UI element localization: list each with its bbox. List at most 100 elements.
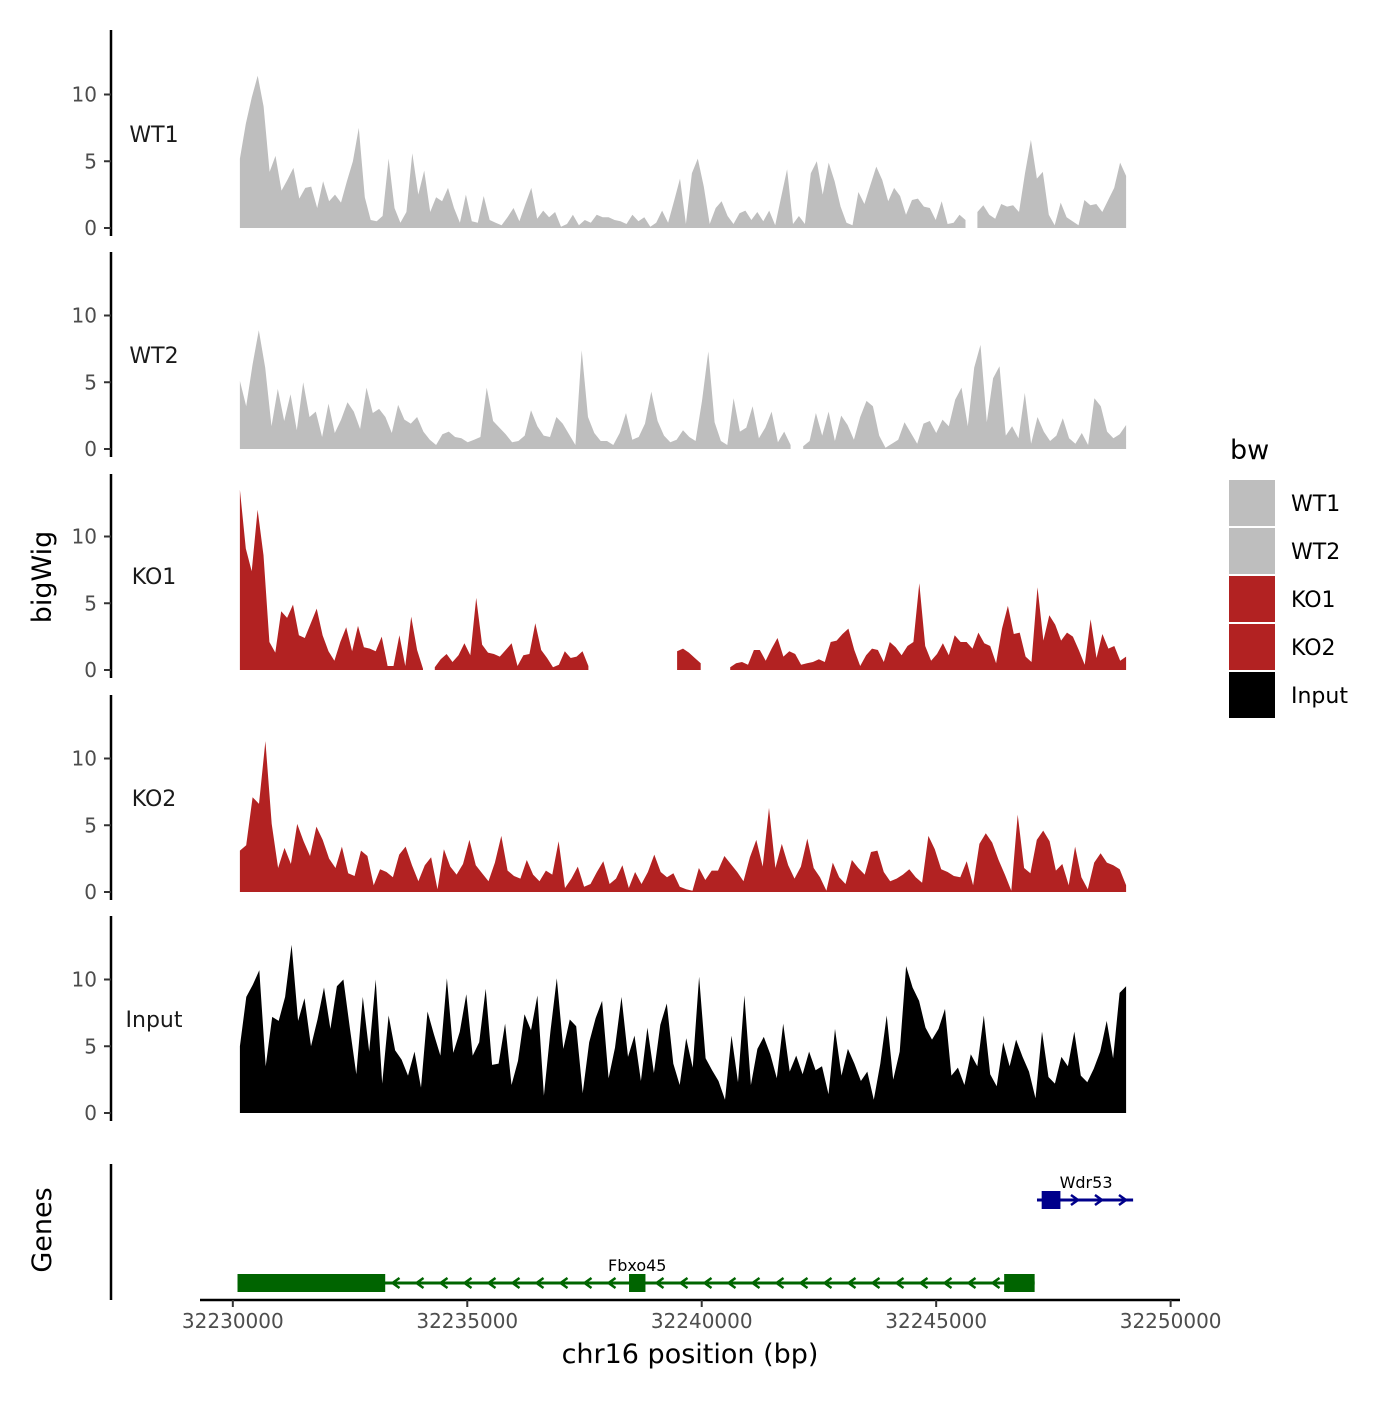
track-ko1: 0 5 10 KO1 — [72, 474, 1127, 682]
strand-arrow — [774, 1276, 785, 1290]
coverage-area-input — [239, 944, 1127, 1113]
track-label-ko2: KO2 — [132, 787, 177, 812]
gene-label-wdr53: Wdr53 — [1060, 1173, 1113, 1192]
y-tick-label: 10 — [72, 747, 97, 771]
coverage-area-wt2 — [803, 344, 1127, 449]
strand-arrow — [654, 1276, 665, 1290]
x-tick-label: 32240000 — [651, 1309, 753, 1333]
gene-label-fbxo45: Fbxo45 — [608, 1256, 666, 1275]
gene-exon — [629, 1274, 646, 1292]
x-tick-label: 32230000 — [182, 1309, 284, 1333]
strand-arrow — [582, 1276, 593, 1290]
track-wt1: 0 5 10 WT1 — [72, 30, 1127, 240]
y-tick-label: 5 — [84, 149, 97, 173]
strand-arrow — [438, 1276, 449, 1290]
genes-axis-title: Genes — [27, 1187, 58, 1272]
strand-arrow — [534, 1276, 545, 1290]
coverage-area-wt1 — [239, 75, 966, 228]
track-label-ko1: KO1 — [132, 565, 177, 590]
legend-swatch — [1229, 480, 1275, 526]
x-ticks: 32230000 32235000 32240000 32245000 32250000 — [182, 1300, 1222, 1333]
y-tick-label: 0 — [84, 216, 97, 240]
y-tick-label: 10 — [72, 968, 97, 992]
strand-arrow — [606, 1276, 617, 1290]
x-tick-label: 32245000 — [885, 1309, 987, 1333]
strand-arrow — [822, 1276, 833, 1290]
track-label-input: Input — [126, 1008, 183, 1033]
legend-item-ko2: KO2 — [1229, 624, 1336, 670]
coverage-area-wt2 — [239, 330, 791, 449]
strand-arrow — [726, 1276, 737, 1290]
x-tick-label: 32250000 — [1120, 1309, 1222, 1333]
y-tick-label: 10 — [72, 83, 97, 107]
legend-swatch — [1229, 528, 1275, 574]
y-tick-label: 0 — [84, 880, 97, 904]
legend-swatch — [1229, 624, 1275, 670]
legend-label: KO2 — [1291, 636, 1336, 661]
strand-arrow — [678, 1276, 689, 1290]
gene-exon — [237, 1274, 386, 1292]
track-input: 0 5 10 Input — [72, 916, 1127, 1125]
coverage-tracks: 0 5 10 WT1 0 5 10 WT2 0 5 10 KO1 0 5 10 KO2 0 5 10 Input — [72, 30, 1127, 1125]
gene-exon — [1004, 1274, 1035, 1292]
strand-arrow — [870, 1276, 881, 1290]
strand-arrow — [558, 1276, 569, 1290]
track-wt2: 0 5 10 WT2 — [72, 252, 1127, 461]
strand-arrow — [942, 1276, 953, 1290]
coverage-area-ko1 — [239, 489, 423, 670]
genes-panel: Genes Fbxo45 Wdr53 — [27, 1164, 1134, 1300]
y-tick-label: 5 — [84, 1034, 97, 1058]
legend: bw WT1 WT2 KO1 KO2 Input — [1229, 435, 1348, 718]
strand-arrow — [966, 1276, 977, 1290]
legend-label: WT1 — [1291, 492, 1340, 517]
strand-arrow — [798, 1276, 809, 1290]
strand-arrow — [1070, 1193, 1081, 1207]
track-label-wt1: WT1 — [129, 123, 178, 148]
x-axis: 32230000 32235000 32240000 32245000 32250000… — [182, 1298, 1222, 1370]
y-tick-label: 5 — [84, 813, 97, 837]
strand-arrow — [486, 1276, 497, 1290]
y-tick-label: 0 — [84, 658, 97, 682]
legend-swatch — [1229, 576, 1275, 622]
gene-wdr53: Wdr53 — [1036, 1173, 1134, 1209]
strand-arrow — [414, 1276, 425, 1290]
strand-arrow — [918, 1276, 929, 1290]
coverage-area-ko2 — [239, 741, 1127, 892]
strand-arrow — [1118, 1193, 1129, 1207]
gene-fbxo45: Fbxo45 — [237, 1256, 1035, 1292]
y-tick-label: 10 — [72, 304, 97, 328]
gene-exon — [1041, 1191, 1061, 1209]
legend-item-ko1: KO1 — [1229, 576, 1336, 622]
strand-arrow — [750, 1276, 761, 1290]
coverage-area-wt1 — [977, 139, 1127, 228]
y-tick-label: 5 — [84, 591, 97, 615]
y-tick-label: 10 — [72, 525, 97, 549]
legend-item-input: Input — [1229, 672, 1348, 718]
strand-arrow — [990, 1276, 1001, 1290]
x-axis-title: chr16 position (bp) — [562, 1339, 819, 1370]
strand-arrow — [510, 1276, 521, 1290]
y-tick-label: 5 — [84, 370, 97, 394]
legend-items: WT1 WT2 KO1 KO2 Input — [1229, 480, 1348, 718]
legend-label: KO1 — [1291, 588, 1336, 613]
gene-models: Fbxo45 Wdr53 — [237, 1173, 1134, 1292]
track-ko2: 0 5 10 KO2 — [72, 695, 1127, 904]
coverage-area-ko1 — [677, 648, 701, 670]
strand-arrow — [390, 1276, 401, 1290]
coverage-area-ko1 — [434, 597, 589, 670]
y-tick-label: 0 — [84, 437, 97, 461]
strand-arrow — [846, 1276, 857, 1290]
strand-arrow — [702, 1276, 713, 1290]
legend-item-wt2: WT2 — [1229, 528, 1340, 574]
legend-title: bw — [1230, 435, 1269, 466]
strand-arrow — [894, 1276, 905, 1290]
strand-arrow — [1094, 1193, 1105, 1207]
legend-item-wt1: WT1 — [1229, 480, 1340, 526]
y-tick-label: 0 — [84, 1101, 97, 1125]
coverage-area-ko1 — [730, 583, 1127, 670]
legend-label: Input — [1291, 684, 1348, 709]
y-axis-title: bigWig — [27, 531, 58, 624]
legend-swatch — [1229, 672, 1275, 718]
